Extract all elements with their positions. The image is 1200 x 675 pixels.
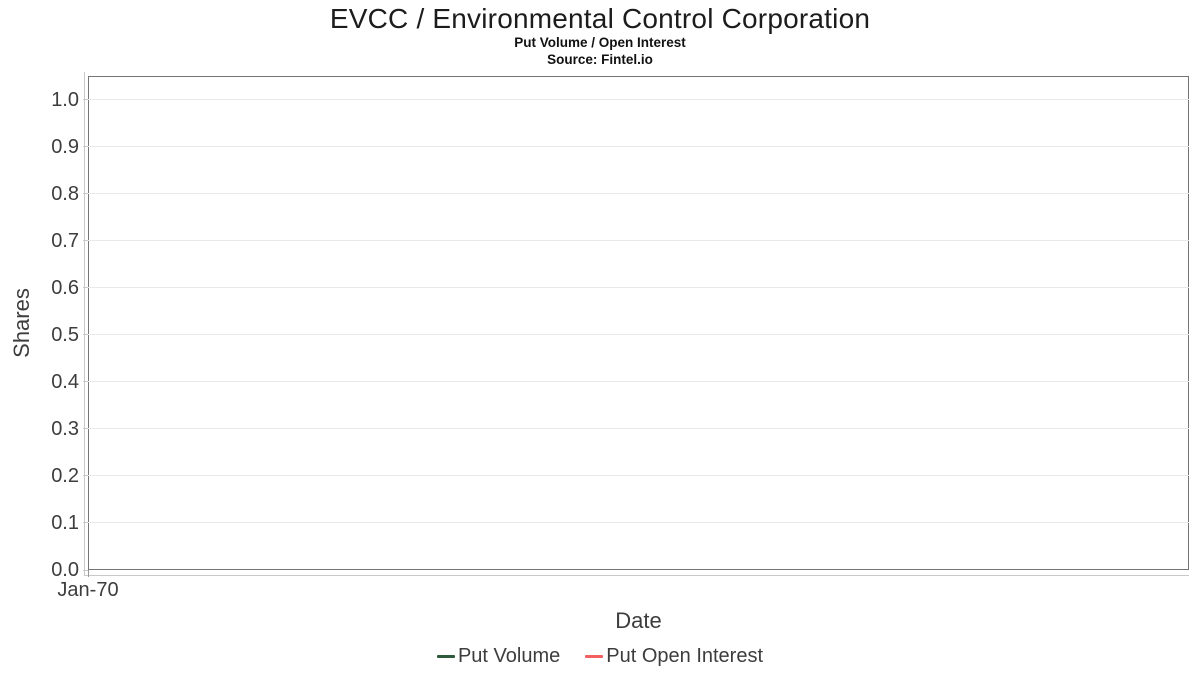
y-gridline xyxy=(88,193,1189,195)
y-tick-label: 0.8 xyxy=(51,182,79,205)
y-tick-mark xyxy=(83,569,88,571)
y-tick-mark xyxy=(83,475,88,477)
x-tick-label: Jan-70 xyxy=(57,579,119,601)
y-gridline xyxy=(88,146,1189,148)
put-volume-line-swatch xyxy=(436,655,455,658)
chart-source-credit: Source: Fintel.io xyxy=(547,52,653,67)
y-gridline xyxy=(88,381,1189,383)
put-open-interest-line-swatch xyxy=(585,655,604,658)
x-tick-mark xyxy=(88,570,89,577)
y-tick-mark xyxy=(83,428,88,430)
plot-area xyxy=(88,76,1189,570)
legend-label-put-volume: Put Volume xyxy=(457,645,561,667)
y-tick-label: 1.0 xyxy=(51,88,79,111)
y-gridline xyxy=(88,475,1189,477)
y-tick-label: 0.9 xyxy=(51,135,79,158)
y-tick-label: 0.5 xyxy=(51,323,79,346)
legend: Put Volume Put Open Interest xyxy=(0,645,1200,668)
y-tick-mark xyxy=(83,146,88,148)
y-tick-mark xyxy=(83,99,88,101)
legend-item-put-volume[interactable]: Put Volume xyxy=(436,645,561,668)
y-tick-label: 0.4 xyxy=(51,370,79,393)
y-tick-mark xyxy=(83,287,88,289)
legend-item-put-open-interest[interactable]: Put Open Interest xyxy=(585,645,763,668)
y-gridline xyxy=(88,428,1189,430)
y-gridline xyxy=(88,287,1189,289)
y-tick-label: 0.7 xyxy=(51,229,79,252)
y-gridline xyxy=(88,522,1189,524)
y-axis-line xyxy=(84,72,85,575)
chart-title: EVCC / Environmental Control Corporation xyxy=(329,3,871,34)
x-axis-line xyxy=(84,575,1189,576)
y-tick-label: 0.3 xyxy=(51,417,79,440)
y-tick-label: 0.1 xyxy=(51,511,79,534)
y-gridline xyxy=(88,240,1189,242)
y-tick-label: 0.6 xyxy=(51,276,79,299)
y-gridline xyxy=(88,334,1189,336)
legend-label-put-open-interest: Put Open Interest xyxy=(606,645,764,667)
y-gridline xyxy=(88,99,1189,101)
y-tick-mark xyxy=(83,334,88,336)
y-tick-mark xyxy=(83,381,88,383)
chart-subtitle: Put Volume / Open Interest xyxy=(514,35,686,50)
y-tick-label: 0.0 xyxy=(51,559,79,581)
y-tick-mark xyxy=(83,193,88,195)
y-tick-mark xyxy=(83,240,88,242)
y-tick-mark xyxy=(83,522,88,524)
x-axis-title: Date xyxy=(615,608,662,633)
y-axis-title: Shares xyxy=(9,288,34,358)
y-tick-label: 0.2 xyxy=(51,464,79,487)
